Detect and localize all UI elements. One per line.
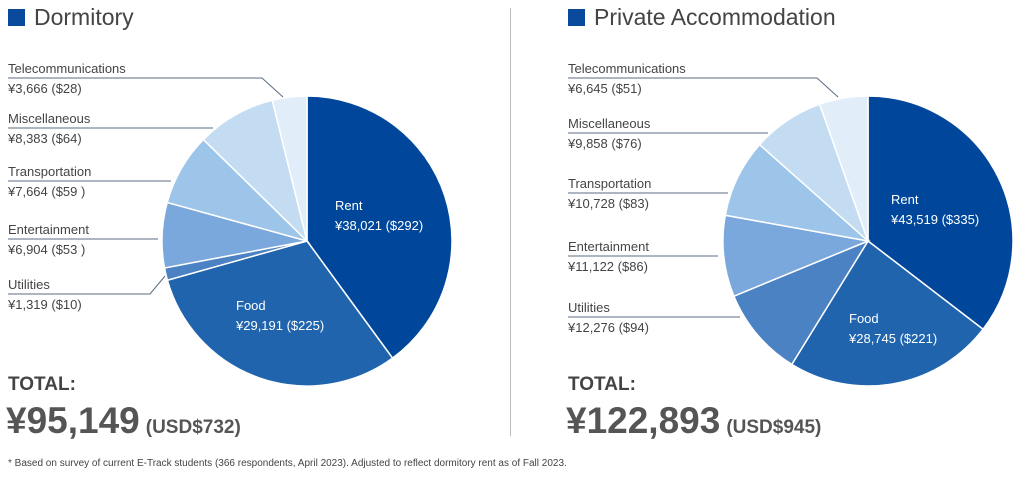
total-value: ¥95,149 (USD$732): [6, 400, 241, 442]
chart-title: Private Accommodation: [568, 4, 836, 31]
total-yen: ¥95,149: [6, 400, 140, 441]
total-usd: (USD$732): [145, 417, 241, 438]
slice-label: Telecommunications: [568, 61, 686, 76]
leader-line: [568, 77, 839, 98]
slice-label: Utilities: [8, 277, 50, 292]
slice-label-transportation: Transportation ¥7,664 ($59 ): [8, 162, 91, 202]
pie-slice-telecommunications: [818, 95, 869, 242]
total-usd: (USD$945): [726, 417, 822, 438]
slice-text: ¥8,383 ($64): [8, 131, 82, 146]
slice-text: ¥12,276 ($94): [568, 320, 649, 335]
title-text: Private Accommodation: [594, 4, 836, 30]
total-yen: ¥122,893: [566, 400, 721, 441]
slice-label: Transportation: [8, 164, 92, 179]
footnote: * Based on survey of current E-Track stu…: [8, 458, 567, 469]
slice-label-entertainment: Entertainment ¥11,122 ($86): [568, 237, 649, 277]
slice-label: Food: [236, 298, 266, 313]
slice-label-utilities: Utilities ¥12,276 ($94): [568, 298, 649, 338]
slice-label-miscellaneous: Miscellaneous ¥9,858 ($76): [568, 114, 650, 154]
leader-line: [8, 77, 284, 98]
slice-text: ¥11,122 ($86): [568, 259, 648, 274]
slice-text: ¥1,319 ($10): [8, 297, 82, 312]
slice-text: ¥38,021 ($292): [335, 218, 424, 233]
leader-line: [8, 275, 166, 295]
slice-text: ¥6,904 ($53 ): [8, 242, 86, 257]
slice-label-telecommunications: Telecommunications ¥3,666 ($28): [8, 59, 126, 99]
slice-label-entertainment: Entertainment ¥6,904 ($53 ): [8, 220, 89, 260]
slice-label: Entertainment: [568, 239, 649, 254]
pie-slice-entertainment: [722, 214, 871, 298]
title-text: Dormitory: [34, 4, 134, 30]
total-label: TOTAL:: [8, 374, 76, 395]
slice-label: Miscellaneous: [568, 116, 651, 131]
slice-label: Food: [849, 311, 879, 326]
title-square-icon: [8, 9, 25, 26]
slice-label: Transportation: [568, 176, 652, 191]
slice-label-rent: Rent ¥38,021 ($292): [335, 196, 423, 236]
slice-label: Telecommunications: [8, 61, 126, 76]
slice-label-transportation: Transportation ¥10,728 ($83): [568, 174, 651, 214]
slice-label: Utilities: [568, 300, 610, 315]
slice-text: ¥10,728 ($83): [568, 196, 649, 211]
slice-text: ¥28,745 ($221): [849, 331, 938, 346]
title-square-icon: [568, 9, 585, 26]
pie-slice-utilities: [732, 239, 870, 366]
slice-label: Miscellaneous: [8, 111, 91, 126]
slice-label: Entertainment: [8, 222, 89, 237]
pie-slice-rent: [867, 95, 1014, 331]
pie-slice-food: [166, 240, 394, 387]
pie-slice-food: [790, 239, 985, 387]
slice-label-miscellaneous: Miscellaneous ¥8,383 ($64): [8, 109, 90, 149]
slice-text: ¥6,645 ($51): [568, 81, 642, 96]
pie-slice-rent: [306, 95, 453, 360]
slice-label-utilities: Utilities ¥1,319 ($10): [8, 275, 82, 315]
divider: [510, 8, 511, 436]
slice-label-telecommunications: Telecommunications ¥6,645 ($51): [568, 59, 686, 99]
slice-text: ¥29,191 ($225): [236, 318, 325, 333]
pie-slice-telecommunications: [271, 95, 308, 242]
chart-title: Dormitory: [8, 4, 134, 31]
slice-label: Rent: [335, 198, 363, 213]
slice-text: ¥7,664 ($59 ): [8, 184, 86, 199]
slice-text: ¥43,519 ($335): [891, 212, 980, 227]
slice-label-food: Food ¥29,191 ($225): [236, 296, 324, 336]
total-value: ¥122,893 (USD$945): [566, 400, 821, 442]
slice-text: ¥3,666 ($28): [8, 81, 82, 96]
slice-label-rent: Rent ¥43,519 ($335): [891, 190, 979, 230]
total-label: TOTAL:: [568, 374, 636, 395]
slice-text: ¥9,858 ($76): [568, 136, 642, 151]
slice-label-food: Food ¥28,745 ($221): [849, 309, 937, 349]
slice-label: Rent: [891, 192, 919, 207]
